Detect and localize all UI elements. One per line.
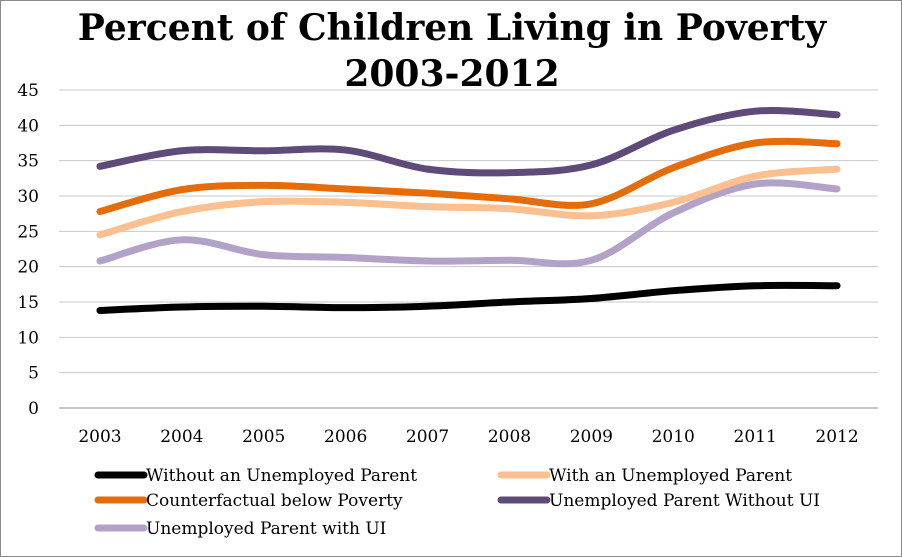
legend-label: Unemployed Parent with UI [146,519,386,539]
y-tick-label: 25 [17,222,39,242]
gridlines [59,89,878,374]
x-tick-label: 2008 [488,427,531,447]
legend: Without an Unemployed Parent With an Unem… [94,466,820,539]
x-tick-label: 2009 [570,427,613,447]
y-tick-label: 0 [28,399,39,419]
series-line-with-an-unemployed-parent [96,165,841,239]
x-tick-label: 2003 [78,427,121,447]
y-axis-ticks: 0 5 10 15 20 25 30 35 40 45 [17,81,39,419]
x-tick-label: 2004 [160,427,203,447]
legend-item-unemployed-parent-without-ui: Unemployed Parent Without UI [497,491,820,511]
y-tick-label: 35 [17,152,39,172]
series-lines [96,107,841,314]
series-line-unemployed-parent-without-ui [96,107,841,177]
y-tick-label: 5 [28,364,39,384]
legend-item-counterfactual-below-poverty: Counterfactual below Poverty [94,491,403,511]
x-tick-label: 2012 [815,427,858,447]
y-tick-label: 15 [17,293,39,313]
y-tick-label: 45 [17,81,39,101]
chart-title: Percent of Children Living in Poverty [78,7,827,49]
x-tick-label: 2006 [324,427,367,447]
y-tick-label: 40 [17,116,39,136]
y-tick-label: 20 [17,258,39,278]
legend-item-with-an-unemployed-parent: With an Unemployed Parent [497,466,792,486]
x-tick-label: 2005 [242,427,285,447]
series-line-without-an-unemployed-parent [96,281,841,314]
x-axis-ticks: 2003 2004 2005 2006 2007 2008 2009 2010 2011 2012 [78,427,858,447]
legend-label: With an Unemployed Parent [549,466,792,486]
legend-label: Without an Unemployed Parent [146,466,417,486]
x-tick-label: 2007 [406,427,449,447]
y-tick-label: 30 [17,187,39,207]
chart-subtitle: 2003-2012 [344,53,559,95]
y-tick-label: 10 [17,328,39,348]
x-tick-label: 2010 [652,427,695,447]
legend-label: Counterfactual below Poverty [146,491,403,511]
x-tick-label: 2011 [734,427,777,447]
legend-item-unemployed-parent-with-ui: Unemployed Parent with UI [94,519,386,539]
legend-item-without-an-unemployed-parent: Without an Unemployed Parent [94,466,417,486]
legend-label: Unemployed Parent Without UI [549,491,820,511]
series-line-unemployed-parent-with-ui [96,179,841,268]
series-line-counterfactual-below-poverty [96,137,841,216]
